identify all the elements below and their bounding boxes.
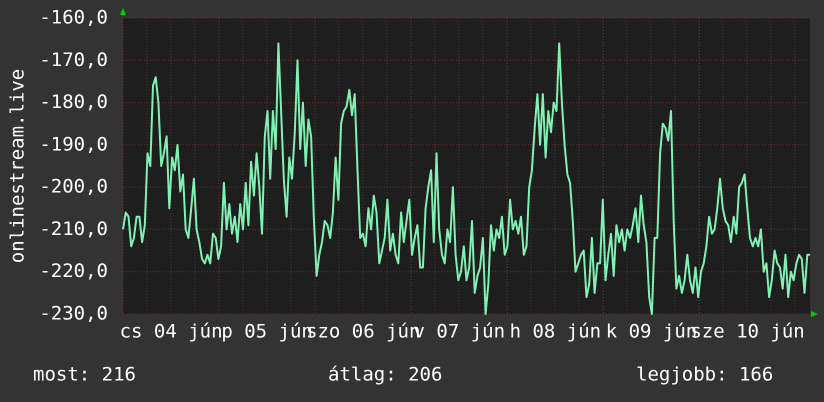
stat-current: most: 216 (33, 364, 136, 386)
y-tick-label: -230,0 (39, 303, 108, 325)
x-tick-label: k 09 jún (606, 321, 698, 343)
y-tick-label: -190,0 (39, 133, 108, 155)
x-tick-label: h 08 jún (510, 321, 602, 343)
stat-best: legjobb: 166 (636, 364, 773, 386)
x-tick-label: p 05 jún (221, 321, 313, 343)
y-axis-label: onlinestream.live (7, 69, 29, 263)
x-tick-label: v 07 jún (414, 321, 506, 343)
data-line (122, 42, 810, 315)
y-tick-label: -180,0 (39, 91, 108, 113)
y-tick-label: -200,0 (39, 176, 108, 198)
y-tick-label: -160,0 (39, 7, 108, 29)
axis-arrow (811, 311, 818, 317)
x-tick-label: cs 04 jún (120, 321, 223, 343)
plot-area (123, 18, 810, 314)
axis-arrow (120, 8, 126, 15)
x-tick-label: sze 10 jún (690, 321, 804, 343)
y-tick-label: -210,0 (39, 218, 108, 240)
y-tick-label: -170,0 (39, 49, 108, 71)
y-tick-label: -220,0 (39, 260, 108, 282)
stat-average: átlag: 206 (328, 364, 442, 386)
x-tick-label: szo 06 jún (306, 321, 420, 343)
